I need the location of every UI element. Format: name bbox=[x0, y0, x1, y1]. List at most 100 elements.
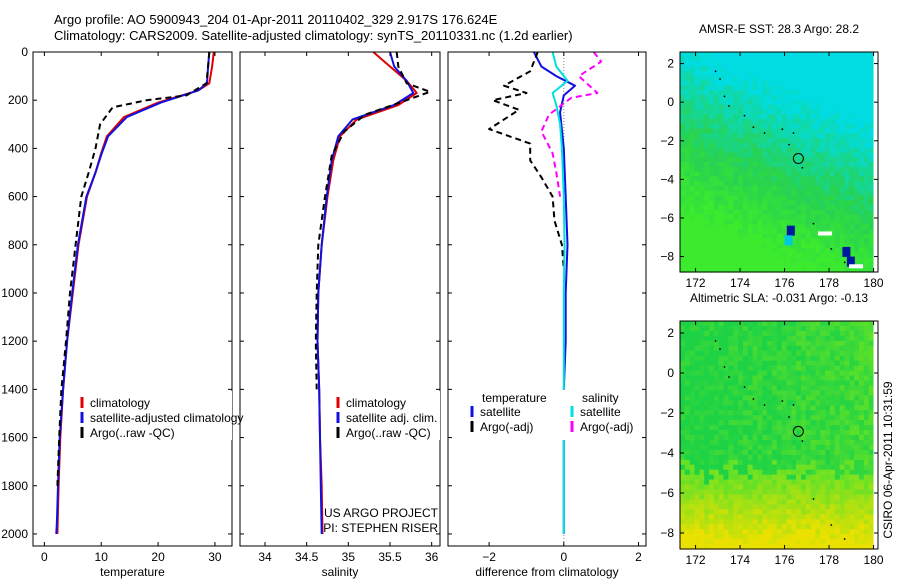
sst-map-heatmap-cell bbox=[810, 95, 816, 101]
sla-map-heatmap-cell bbox=[801, 370, 807, 377]
sst-map-heatmap-cell bbox=[689, 80, 696, 87]
sst-map-heatmap-cell bbox=[742, 56, 749, 63]
sst-map-heatmap-cell bbox=[815, 238, 821, 244]
sla-map-heatmap-cell bbox=[718, 474, 725, 481]
sla-map-heatmap-cell bbox=[791, 444, 797, 451]
sst-map-heatmap-cell bbox=[825, 257, 831, 264]
sst-map-heatmap-cell bbox=[757, 80, 763, 87]
sst-map-heatmap-cell bbox=[796, 142, 802, 149]
sla-map-heatmap-cell bbox=[771, 350, 778, 357]
sla-map-heatmap-cell bbox=[805, 385, 812, 391]
sst-map-heatmap-cell bbox=[776, 171, 783, 177]
sla-map-heatmap-cell bbox=[820, 440, 826, 446]
sst-map-heatmap-cell bbox=[713, 71, 720, 77]
sst-map-heatmap-cell bbox=[704, 52, 710, 58]
sla-map-heatmap-cell bbox=[830, 365, 836, 372]
sst-map-heatmap-cell bbox=[747, 252, 754, 259]
sla-map-heatmap-cell bbox=[689, 435, 696, 441]
sst-map-ytick-label: −2 bbox=[660, 134, 674, 148]
sla-map-heatmap-cell bbox=[796, 326, 802, 332]
sst-map-heatmap-cell bbox=[820, 185, 826, 192]
sla-map-heatmap-cell bbox=[796, 385, 802, 391]
sst-map-heatmap-cell bbox=[854, 109, 860, 115]
sst-map-heatmap-cell bbox=[709, 176, 715, 182]
sst-map-heatmap-cell bbox=[781, 229, 787, 235]
sla-map-heatmap-cell bbox=[723, 519, 729, 525]
sla-map-heatmap-cell bbox=[839, 360, 846, 367]
sst-map-heatmap-cell bbox=[830, 224, 836, 230]
sla-map-heatmap-cell bbox=[810, 444, 816, 451]
sst-map-heatmap-cell bbox=[680, 90, 686, 96]
sst-map-heatmap-cell bbox=[709, 109, 715, 115]
sst-map-heatmap-cell bbox=[767, 61, 773, 67]
sla-map-heatmap-cell bbox=[776, 415, 783, 421]
sla-map-heatmap-cell bbox=[713, 489, 720, 496]
sla-map-heatmap-cell bbox=[815, 484, 821, 491]
sla-map-heatmap-cell bbox=[694, 326, 700, 332]
sla-map-heatmap-cell bbox=[747, 474, 754, 481]
sla-map-heatmap-cell bbox=[728, 539, 734, 545]
sla-map-heatmap-cell bbox=[762, 415, 768, 421]
sla-map-heatmap-cell bbox=[723, 385, 729, 391]
sst-map-heatmap-cell bbox=[796, 56, 802, 63]
salinity-xtick-label: 35.5 bbox=[378, 550, 402, 564]
sst-map-heatmap-cell bbox=[859, 214, 865, 220]
sla-map-heatmap-cell bbox=[689, 390, 696, 396]
sla-map-heatmap-cell bbox=[815, 524, 821, 530]
sst-map-heatmap-cell bbox=[713, 181, 720, 187]
sst-map-heatmap-cell bbox=[825, 181, 831, 187]
sst-map-heatmap-cell bbox=[776, 109, 783, 115]
sst-map-heatmap-cell bbox=[704, 252, 710, 259]
sst-map-heatmap-cell bbox=[704, 157, 710, 163]
sla-map-heatmap-cell bbox=[830, 415, 836, 421]
sla-map-heatmap-cell bbox=[704, 509, 710, 515]
sla-map-heatmap-cell bbox=[776, 335, 783, 342]
sst-map-heatmap-cell bbox=[713, 267, 720, 273]
sla-map-heatmap-cell bbox=[757, 440, 763, 446]
sst-map-heatmap-cell bbox=[805, 123, 812, 130]
sla-map-heatmap-cell bbox=[718, 514, 725, 520]
sst-map-heatmap-cell bbox=[742, 200, 749, 206]
sla-map-heatmap-cell bbox=[684, 335, 691, 342]
sst-map-heatmap-cell bbox=[825, 243, 831, 249]
sst-map-heatmap-cell bbox=[776, 248, 783, 254]
sla-map-heatmap-cell bbox=[834, 380, 841, 387]
sla-map-heatmap-cell bbox=[810, 524, 816, 530]
sst-map-heatmap-cell bbox=[776, 190, 783, 197]
sla-map-heatmap-cell bbox=[709, 479, 715, 486]
sla-map-heatmap-cell bbox=[791, 484, 797, 491]
sst-map-heatmap-cell bbox=[859, 243, 865, 249]
sla-map-heatmap-cell bbox=[868, 430, 875, 436]
sla-map-heatmap-cell bbox=[815, 519, 821, 525]
sst-map-xtick-label: 176 bbox=[775, 276, 795, 290]
sla-map-heatmap-cell bbox=[713, 321, 720, 327]
sla-map-heatmap-cell bbox=[723, 514, 729, 520]
sst-map-heatmap-cell bbox=[718, 190, 725, 197]
sst-map-heatmap-cell bbox=[839, 142, 846, 149]
sla-map-heatmap-cell bbox=[738, 370, 744, 377]
sla-map-heatmap-cell bbox=[863, 484, 870, 491]
sla-map-heatmap-cell bbox=[728, 415, 734, 421]
sla-map-heatmap-cell bbox=[781, 360, 787, 367]
sla-map-heatmap-cell bbox=[839, 355, 846, 362]
sla-map-heatmap-cell bbox=[791, 390, 797, 396]
sla-map-heatmap-cell bbox=[791, 330, 797, 337]
sla-map-heatmap-cell bbox=[742, 360, 749, 367]
sst-map-heatmap-cell bbox=[820, 195, 826, 201]
sst-map-heatmap-cell bbox=[742, 238, 749, 244]
sst-map-heatmap-cell bbox=[815, 114, 821, 120]
sst-map-heatmap-cell bbox=[849, 205, 855, 211]
sla-map-heatmap-cell bbox=[699, 410, 705, 416]
sla-map-heatmap-cell bbox=[704, 534, 710, 540]
sla-map-heatmap-cell bbox=[771, 330, 778, 337]
sst-map-heatmap-cell bbox=[680, 224, 686, 230]
sst-map-heatmap-cell bbox=[757, 238, 763, 244]
sla-map-heatmap-cell bbox=[738, 390, 744, 396]
sla-map-heatmap-cell bbox=[834, 435, 841, 441]
sla-map-heatmap-cell bbox=[791, 335, 797, 342]
sla-map-heatmap-cell bbox=[805, 524, 812, 530]
sst-map-heatmap-cell bbox=[815, 142, 821, 149]
sst-map-heatmap-cell bbox=[757, 209, 763, 216]
sla-map-heatmap-cell bbox=[863, 469, 870, 476]
sst-map-heatmap-cell bbox=[796, 233, 802, 240]
